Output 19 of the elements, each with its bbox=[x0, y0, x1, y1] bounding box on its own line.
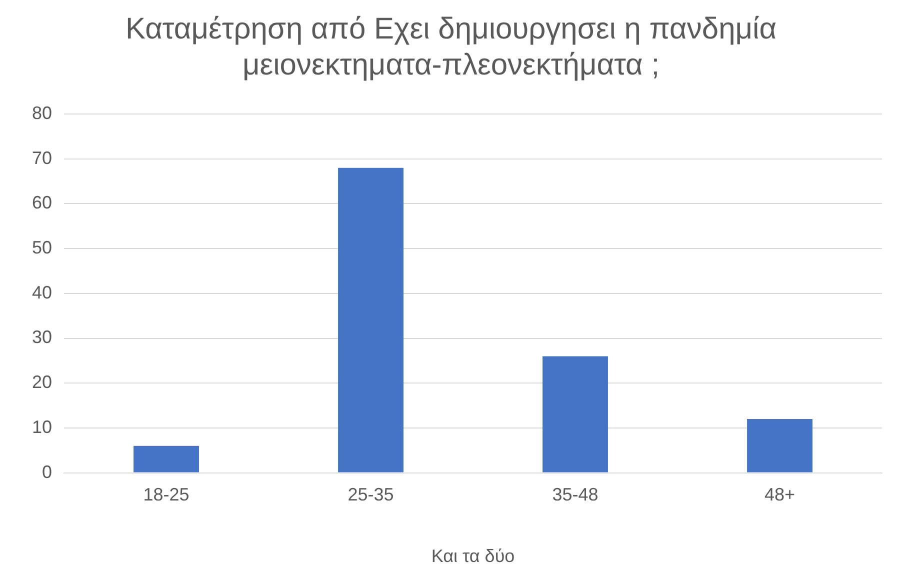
bar bbox=[747, 418, 812, 472]
bar bbox=[134, 446, 199, 472]
y-tick-label: 80 bbox=[32, 102, 52, 123]
y-tick-label: 50 bbox=[32, 238, 52, 258]
bar bbox=[542, 356, 608, 472]
y-tick-label: 30 bbox=[32, 327, 52, 348]
x-tick-label: 25-35 bbox=[348, 484, 394, 505]
y-tick-label: 70 bbox=[32, 148, 52, 168]
chart-title: Καταμέτρηση από Εχει δημιουργησει η πανδημία μειονεκτηματα-πλεονεκτήματα ; bbox=[125, 12, 777, 82]
x-tick-label: 35-48 bbox=[552, 484, 598, 505]
x-tick-label: 48+ bbox=[764, 484, 796, 505]
y-tick-label: 0 bbox=[42, 462, 52, 482]
x-axis-title: Και τα δύο bbox=[431, 546, 515, 566]
y-tick-label: 10 bbox=[32, 416, 52, 437]
bar bbox=[338, 168, 404, 472]
x-tick-label: 18-25 bbox=[143, 484, 190, 505]
y-tick-label: 20 bbox=[32, 372, 52, 392]
y-tick-label: 60 bbox=[32, 192, 52, 213]
y-tick-label: 40 bbox=[32, 282, 52, 302]
